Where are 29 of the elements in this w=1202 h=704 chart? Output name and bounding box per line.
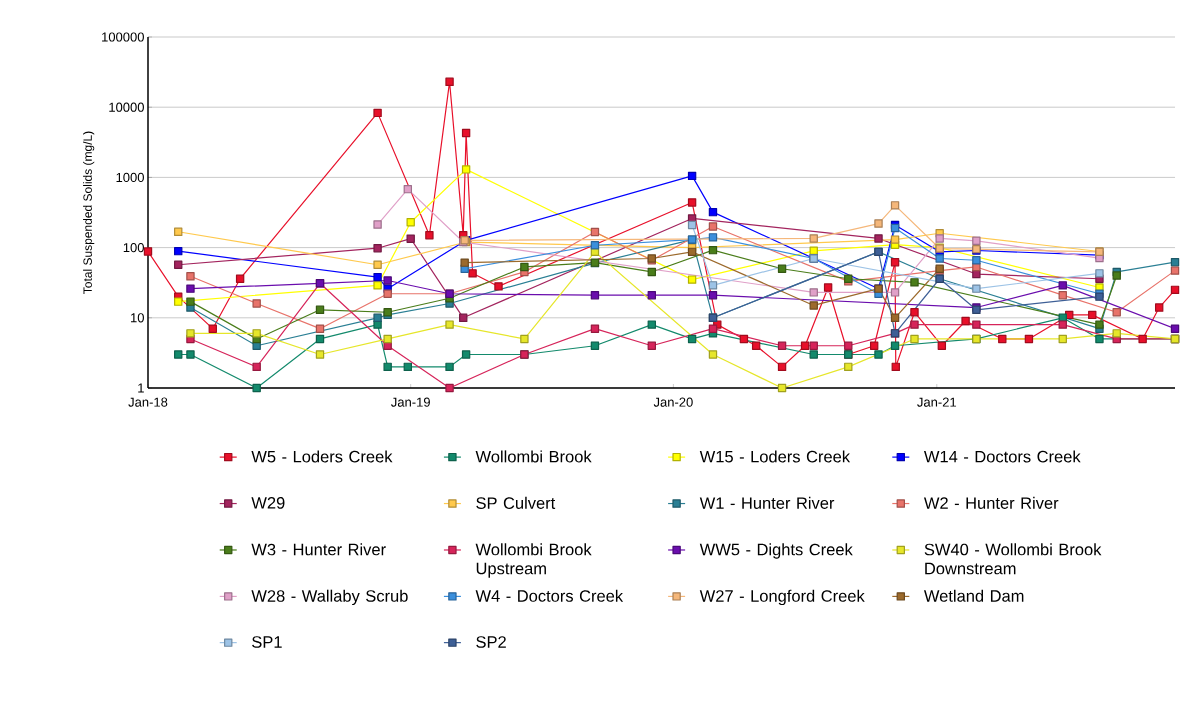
y-tick-label: 1 <box>138 383 144 393</box>
legend-label: W27 - Longford Creek <box>699 589 865 606</box>
y-tick-label: 1000 <box>116 172 144 182</box>
legend-label: Wollombi Brook <box>475 450 592 463</box>
legend-label: SP Culvert <box>476 496 556 509</box>
x-tick-label: Jan-18 <box>128 397 168 407</box>
legend-label: W2 - Hunter River <box>923 496 1059 509</box>
legend-label: W15 - Loders Creek <box>699 450 851 463</box>
y-axis-title: Total Suspended Solids (mg/L) <box>83 131 95 294</box>
legend-label: W28 - Wallaby Scrub <box>251 589 408 606</box>
legend-label: W5 - Loders Creek <box>251 450 393 463</box>
y-tick-label: 100000 <box>102 32 144 42</box>
y-tick-label: 100 <box>123 243 144 253</box>
legend-label: W14 - Doctors Creek <box>923 450 1081 463</box>
legend-label: Wetland Dam <box>923 589 1024 602</box>
x-tick-label: Jan-19 <box>391 397 430 407</box>
y-tick-label: 10000 <box>109 102 144 112</box>
legend-label: Wollombi Brook Upstream <box>475 543 592 578</box>
legend-label: WW5 - Dights Creek <box>699 543 853 559</box>
y-tick-label: 10 <box>131 313 144 323</box>
legend-label: SP1 <box>252 636 282 648</box>
legend-label: SW40 - Wollombi Brook Downstream <box>924 543 1102 575</box>
legend-label: W4 - Doctors Creek <box>475 589 624 602</box>
x-tick-label: Jan-20 <box>653 397 693 407</box>
legend-label: W1 - Hunter River <box>699 496 835 509</box>
legend-label: SP2 <box>476 636 506 648</box>
x-tick-label: Jan-21 <box>917 397 957 407</box>
legend-label: W29 <box>251 497 285 509</box>
legend-label: W3 - Hunter River <box>251 543 386 556</box>
